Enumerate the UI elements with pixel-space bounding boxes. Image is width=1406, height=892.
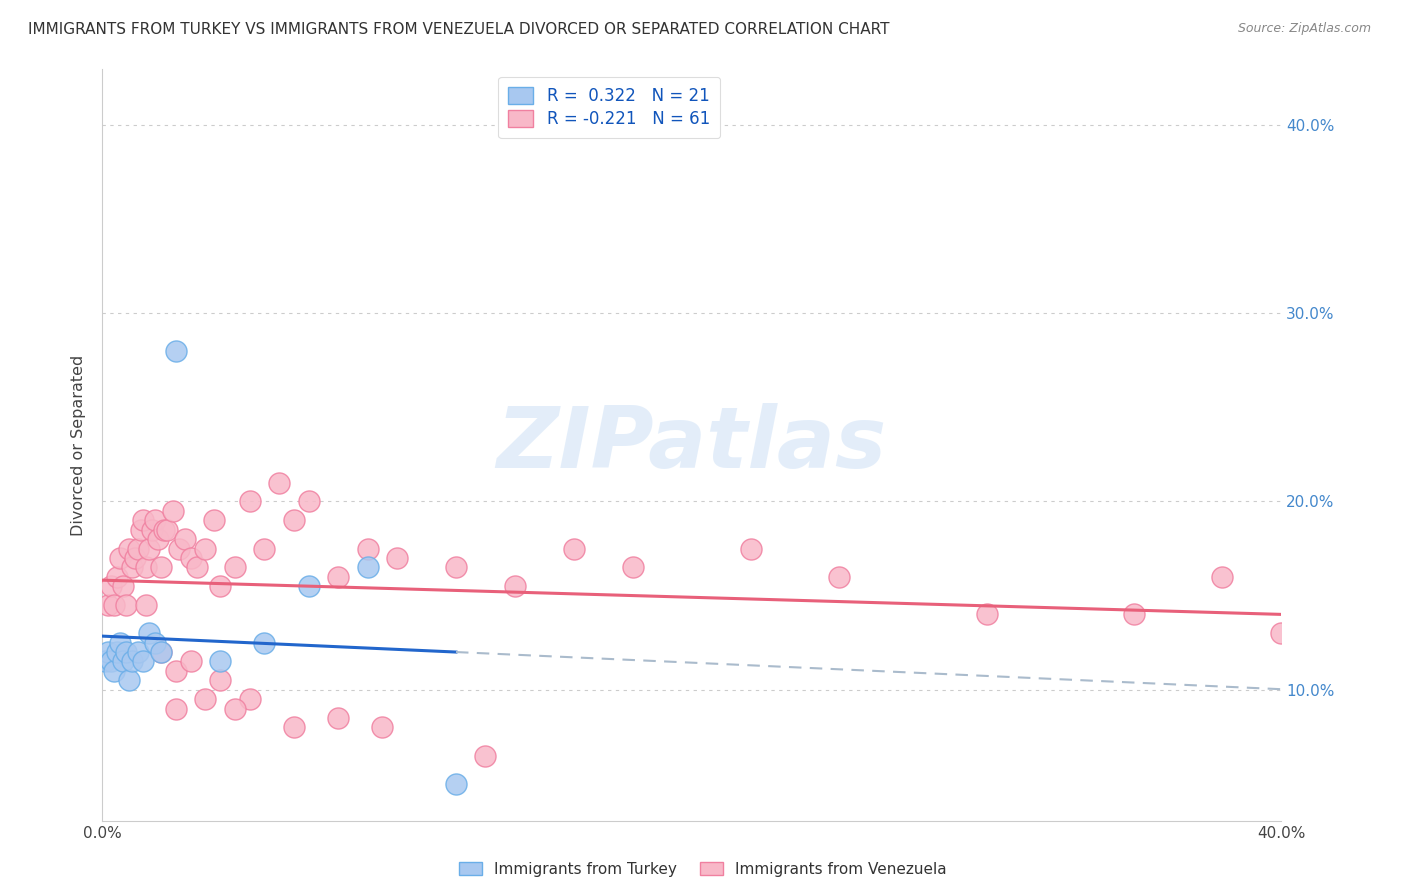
Point [180,655,202,669]
Point [167,541,190,556]
Point [156,523,179,537]
Text: IMMIGRANTS FROM TURKEY VS IMMIGRANTS FROM VENEZUELA DIVORCED OR SEPARATED CORREL: IMMIGRANTS FROM TURKEY VS IMMIGRANTS FRO… [28,22,890,37]
Point [562,541,585,556]
Point [103,664,125,678]
Point [253,541,276,556]
Point [194,692,217,706]
Point [283,720,305,734]
Point [143,513,166,527]
Point [621,560,644,574]
Point [150,645,173,659]
Point [1211,570,1233,584]
Point [224,701,246,715]
Point [186,560,208,574]
Point [121,655,143,669]
Point [267,475,290,490]
Point [385,550,408,565]
Point [976,607,998,622]
Point [105,570,128,584]
Point [114,598,136,612]
Point [356,560,378,574]
Y-axis label: Divorced or Separated: Divorced or Separated [72,354,86,535]
Point [124,550,146,565]
Point [97,598,120,612]
Text: Source: ZipAtlas.com: Source: ZipAtlas.com [1237,22,1371,36]
Point [111,579,134,593]
Point [103,598,125,612]
Point [150,645,173,659]
Point [165,664,187,678]
Legend: Immigrants from Turkey, Immigrants from Venezuela: Immigrants from Turkey, Immigrants from … [451,854,955,884]
Point [143,635,166,649]
Point [165,701,187,715]
Point [108,635,131,649]
Point [326,711,349,725]
Point [135,598,157,612]
Point [114,645,136,659]
Point [828,570,851,584]
Point [141,523,163,537]
Point [118,541,141,556]
Point [121,560,143,574]
Point [127,645,149,659]
Point [97,645,120,659]
Point [297,579,319,593]
Point [132,655,155,669]
Point [132,513,155,527]
Point [444,777,467,791]
Point [148,532,170,546]
Point [127,541,149,556]
Point [153,523,176,537]
Point [209,579,232,593]
Point [138,626,160,640]
Point [297,494,319,508]
Point [108,550,131,565]
Point [100,655,122,669]
Point [1270,626,1292,640]
Legend: R =  0.322   N = 21, R = -0.221   N = 61: R = 0.322 N = 21, R = -0.221 N = 61 [499,77,720,138]
Point [503,579,526,593]
Point [239,494,262,508]
Point [100,579,122,593]
Point [194,541,217,556]
Point [150,560,173,574]
Point [371,720,394,734]
Point [94,655,117,669]
Point [162,504,184,518]
Point [173,532,195,546]
Point [111,655,134,669]
Point [356,541,378,556]
Point [135,560,157,574]
Point [253,635,276,649]
Point [180,550,202,565]
Point [474,748,496,763]
Point [224,560,246,574]
Point [118,673,141,688]
Point [283,513,305,527]
Point [1123,607,1146,622]
Point [740,541,762,556]
Point [202,513,225,527]
Point [209,655,232,669]
Point [165,343,187,358]
Point [326,570,349,584]
Point [129,523,152,537]
Text: ZIPatlas: ZIPatlas [496,403,887,486]
Point [105,645,128,659]
Point [138,541,160,556]
Point [239,692,262,706]
Point [209,673,232,688]
Point [444,560,467,574]
